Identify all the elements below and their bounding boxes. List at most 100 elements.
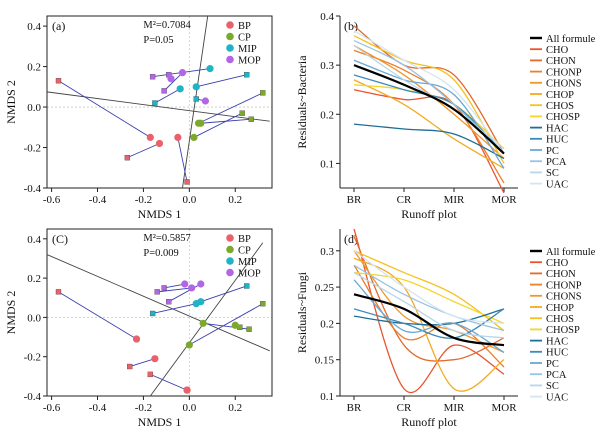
legend-label: CHONS <box>546 292 582 303</box>
series-line-sc <box>353 272 505 339</box>
legend-label: PC <box>546 359 559 370</box>
sample-square-point <box>244 283 250 289</box>
legend-label: HAC <box>546 123 568 134</box>
panel-label: (a) <box>52 19 65 33</box>
rotation-axis-line <box>46 254 270 352</box>
y-axis-label: Residuals~Fungi <box>295 271 309 353</box>
y-tick-label: 0.25 <box>315 282 335 294</box>
x-tick-label: -0.6 <box>43 402 61 414</box>
pair-segment <box>129 358 156 367</box>
legend-label: CHON <box>546 269 576 280</box>
legend-label: CHONS <box>546 79 582 90</box>
legend-label: CHONP <box>546 280 582 291</box>
sample-square-point <box>248 116 254 122</box>
panel-a: -0.6 -0.4 -0.2 0.0 0.2-0.4-0.20.00.20.4NMDS … <box>4 15 273 221</box>
x-tick-label: -0.4 <box>89 402 107 414</box>
legend-label: CHO <box>546 45 569 56</box>
sample-dot-point <box>201 97 210 105</box>
pair-segment <box>157 287 192 293</box>
legend-marker <box>226 234 234 242</box>
series-line-all-formule <box>353 64 505 155</box>
x-tick-label: 0.2 <box>228 194 242 206</box>
sample-square-point <box>166 299 172 305</box>
x-tick-label: -0.2 <box>135 402 152 414</box>
panel-d: 0.1 0.15 0.2 0.25 0.3 BR CR MIR MOR Runoff plot Re… <box>295 228 596 429</box>
pair-segment <box>163 72 183 92</box>
series-line-cho <box>353 228 505 393</box>
pair-segment <box>198 92 264 124</box>
sample-dot-point <box>181 280 189 288</box>
x-tick-label: MIR <box>444 402 465 414</box>
legend-label: MIP <box>238 44 257 55</box>
sample-dot-point <box>155 139 164 148</box>
x-tick-label: MOR <box>491 194 517 206</box>
legend-label: BP <box>238 21 251 32</box>
series-line-cho <box>353 89 505 194</box>
legend-marker <box>226 268 234 277</box>
x-tick-label: CR <box>397 194 412 206</box>
pair-segment <box>127 143 160 159</box>
sample-square-point <box>55 289 62 295</box>
y-tick-label: 0.4 <box>27 234 41 246</box>
sample-square-point <box>149 74 156 80</box>
sample-square-point <box>184 179 190 185</box>
sample-dot-point <box>192 83 200 91</box>
legend-label: All formule <box>546 247 596 258</box>
legend-label: MOP <box>238 56 261 67</box>
sample-square-point <box>246 326 252 332</box>
sample-square-point <box>161 285 167 291</box>
series-line-chosp <box>353 271 505 324</box>
y-tick-label: 0.1 <box>320 158 334 170</box>
y-tick-label: 0.1 <box>320 391 334 403</box>
pair-segment <box>150 373 188 391</box>
pair-segment <box>189 303 264 346</box>
legend-label: CHON <box>546 56 576 67</box>
sample-dot-point <box>206 65 214 73</box>
sample-dot-point <box>178 69 187 77</box>
rotation-axis-line <box>46 91 270 122</box>
panel-label: (b) <box>344 19 358 33</box>
pair-segment <box>58 291 137 340</box>
sample-dot-point <box>197 298 205 306</box>
sample-square-point <box>260 90 266 96</box>
sample-dot-point <box>199 319 207 327</box>
pair-segment <box>200 285 247 303</box>
y-axis-label: NMDS 2 <box>4 291 18 335</box>
x-tick-label: BR <box>347 402 362 414</box>
legend-label: CHOS <box>546 101 574 112</box>
y-tick-label: -0.2 <box>24 143 41 155</box>
x-tick-label: 0.2 <box>228 402 242 414</box>
sample-square-point <box>260 301 266 307</box>
legend-label: CP <box>238 246 251 257</box>
sample-square-point <box>124 154 131 161</box>
x-axis-label: NMDS 1 <box>138 207 182 221</box>
x-tick-label: CR <box>397 402 412 414</box>
y-tick-label: 0.2 <box>27 273 41 285</box>
series-line-pc <box>353 279 505 353</box>
x-axis-label: NMDS 1 <box>138 415 182 429</box>
sample-square-point <box>152 100 158 106</box>
series-line-chop <box>353 79 505 169</box>
x-tick-label: 0.0 <box>182 402 196 414</box>
legend-label: UAC <box>546 392 568 403</box>
sample-square-point <box>244 72 250 78</box>
legend-label: CHOS <box>546 314 574 325</box>
x-tick-label: -0.2 <box>135 194 152 206</box>
series-line-sc <box>353 44 505 150</box>
sample-square-point <box>147 371 153 378</box>
series-line-pca <box>353 264 505 332</box>
legend-label: CHOP <box>546 90 574 101</box>
rotation-axis-line <box>182 15 209 189</box>
y-tick-label: 0.4 <box>27 21 41 33</box>
y-tick-label: 0.0 <box>27 312 41 324</box>
legend-marker <box>226 55 234 64</box>
sample-dot-point <box>151 355 159 363</box>
sample-square-point <box>193 96 199 102</box>
pair-segment <box>193 112 243 138</box>
sample-square-point <box>239 110 245 116</box>
sample-dot-point <box>197 280 205 288</box>
x-tick-label: -0.4 <box>89 194 107 206</box>
legend-label: All formule <box>546 34 596 45</box>
legend-label: CP <box>238 33 251 44</box>
